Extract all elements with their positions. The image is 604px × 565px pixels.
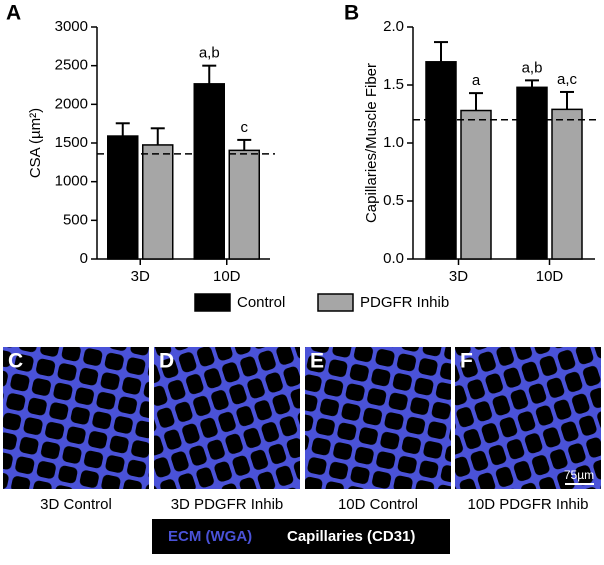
panel-letter: F — [460, 350, 473, 373]
bar — [107, 135, 139, 260]
legend-swatch — [194, 293, 231, 312]
image-caption: 10D PDGFR Inhib — [468, 496, 589, 513]
x-tick-label: 10D — [213, 268, 241, 285]
scale-bar-label: 75µm — [564, 468, 594, 482]
legend-label: PDGFR Inhib — [360, 294, 449, 311]
y-tick-label: 1.0 — [383, 134, 404, 151]
panel-letter: D — [159, 350, 174, 373]
micrograph — [305, 347, 451, 489]
y-tick-label: 0 — [80, 250, 88, 267]
y-tick-label: 1000 — [55, 173, 88, 190]
annotation: a,b — [522, 59, 543, 76]
panel-letter: E — [310, 350, 324, 373]
x-tick-label: 10D — [536, 268, 564, 285]
y-tick-label: 2000 — [55, 95, 88, 112]
y-tick-label: 3000 — [55, 18, 88, 35]
bar — [425, 61, 457, 260]
bar — [516, 86, 548, 260]
panel-letter: C — [8, 350, 23, 373]
y-tick-label: 1.5 — [383, 76, 404, 93]
annotation: c — [241, 119, 249, 136]
bar — [193, 83, 225, 260]
micrograph — [455, 347, 601, 489]
image-caption: 3D Control — [40, 496, 112, 513]
legend-label: Control — [237, 294, 285, 311]
image-panels: C 3D Control D 3D PDGFR Inhib E 10D Control F 1… — [3, 347, 601, 513]
y-axis-label: CSA (µm²) — [27, 108, 44, 178]
y-axis-label: Capillaries/Muscle Fiber — [363, 63, 380, 223]
y-tick-label: 0.5 — [383, 192, 404, 209]
y-tick-label: 0.0 — [383, 250, 404, 267]
y-tick-label: 2500 — [55, 57, 88, 74]
stain-legend-box — [152, 519, 450, 554]
legend-swatch — [317, 293, 354, 312]
y-tick-label: 1500 — [55, 134, 88, 151]
x-tick-label: 3D — [449, 268, 468, 285]
annotation: a,b — [199, 45, 220, 62]
micrograph — [3, 347, 149, 489]
bar — [142, 144, 174, 260]
image-caption: 10D Control — [338, 496, 418, 513]
stain-label: Capillaries (CD31) — [287, 528, 415, 545]
y-tick-label: 500 — [63, 211, 88, 228]
y-tick-label: 2.0 — [383, 18, 404, 35]
annotation: a,c — [557, 71, 578, 88]
image-caption: 3D PDGFR Inhib — [171, 496, 284, 513]
micrograph — [154, 347, 300, 489]
x-tick-label: 3D — [131, 268, 150, 285]
bar — [228, 149, 260, 260]
panel-letter: B — [344, 2, 359, 25]
panel-letter: A — [6, 2, 21, 25]
stain-label: ECM (WGA) — [168, 528, 252, 545]
annotation: a — [472, 72, 481, 89]
bar — [460, 109, 492, 260]
bar — [551, 108, 583, 260]
